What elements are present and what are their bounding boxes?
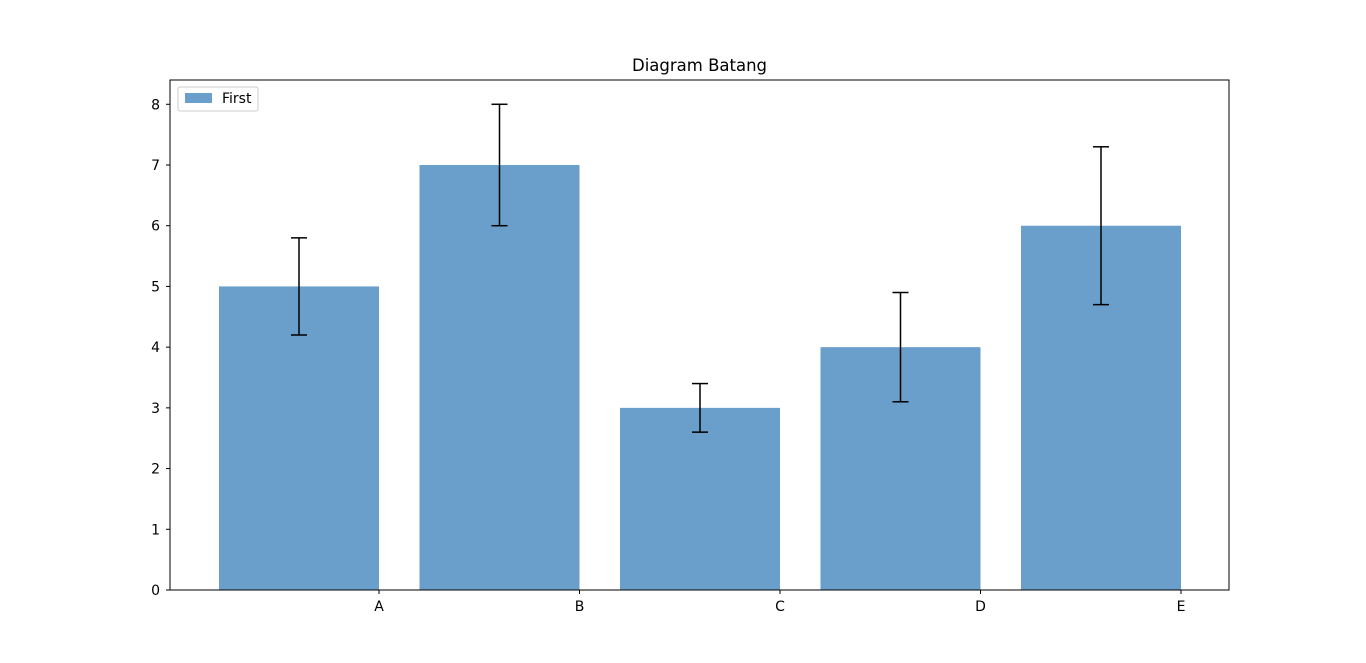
x-tick-label: B (575, 599, 585, 615)
y-tick-label: 7 (151, 158, 160, 174)
y-tick-label: 1 (151, 522, 160, 538)
y-tick-label: 2 (151, 462, 160, 478)
error-bar-b (491, 103, 508, 227)
error-bar-a (291, 237, 307, 336)
bar-a (219, 286, 379, 590)
x-tick-label: E (1177, 599, 1186, 615)
y-tick-label: 3 (151, 401, 160, 417)
error-bar-d (892, 291, 909, 403)
legend-label: First (222, 91, 252, 107)
error-bar-e (1093, 146, 1109, 306)
x-tick-label: C (775, 599, 785, 615)
legend: First (177, 86, 259, 112)
y-axis: 0 1 2 3 4 5 6 7 8 (151, 97, 170, 599)
chart-title: Diagram Batang (632, 56, 767, 75)
legend-swatch (185, 93, 212, 103)
x-tick-label: D (975, 599, 986, 615)
y-tick-label: 6 (151, 219, 160, 235)
error-bar-c (692, 382, 708, 433)
y-tick-label: 8 (151, 97, 160, 113)
x-tick-label: A (374, 599, 384, 615)
bars-group (219, 165, 1181, 590)
y-tick-label: 5 (151, 279, 160, 295)
y-tick-label: 4 (151, 340, 160, 356)
bar-b (419, 165, 580, 590)
error-bars-group (291, 103, 1109, 433)
plot-frame (169, 79, 1230, 591)
x-axis: A B C D E (374, 590, 1185, 615)
y-tick-label: 0 (151, 583, 160, 599)
bar-c (620, 407, 780, 590)
